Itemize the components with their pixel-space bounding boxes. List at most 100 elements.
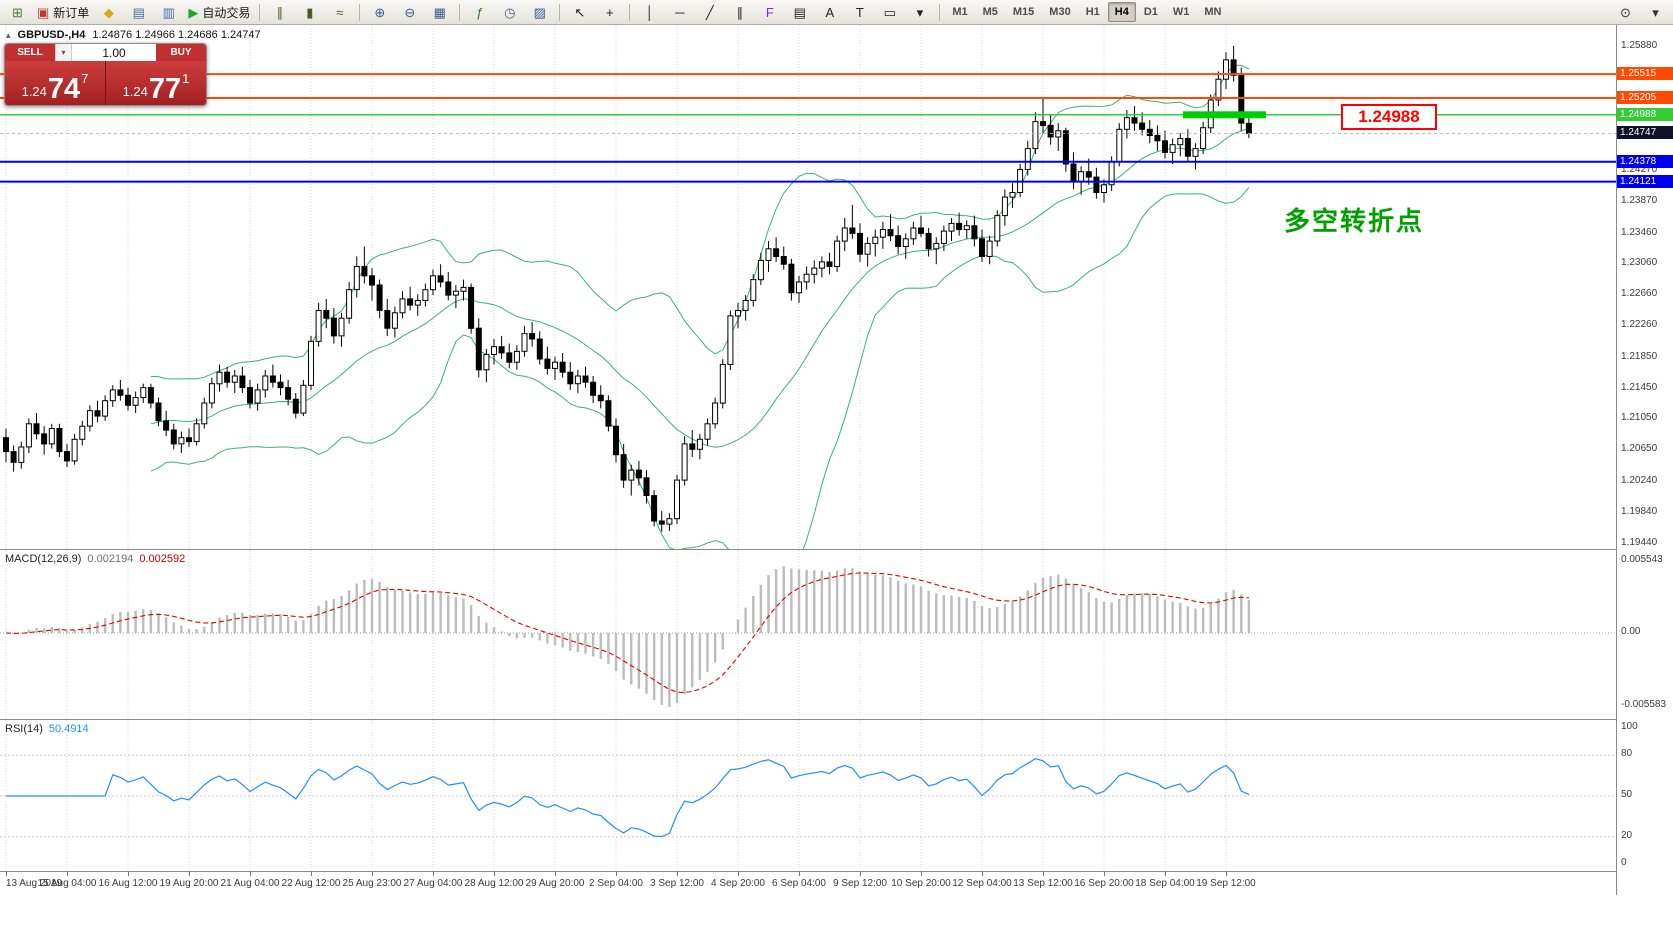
vertical-line-icon: │ — [645, 4, 654, 20]
time-tick — [6, 872, 7, 876]
timeframe-h4-button[interactable]: H4 — [1107, 2, 1136, 22]
volume-dropdown-button[interactable]: ▾ — [55, 44, 72, 61]
rsi-pane[interactable]: RSI(14) 50.4914 — [0, 719, 1616, 871]
layout-dropdown-button[interactable]: ▾ — [1641, 1, 1670, 24]
text-label-button[interactable]: T — [845, 1, 874, 24]
toolbar-separator — [939, 3, 941, 21]
timeframe-d1-button[interactable]: D1 — [1143, 6, 1158, 18]
price-tick: 1.19440 — [1621, 536, 1658, 548]
fibonacci-button[interactable]: F — [755, 1, 784, 24]
toolbar-separator — [629, 3, 631, 21]
line-chart-mode-icon: ≈ — [336, 4, 344, 20]
macd-pane[interactable]: MACD(12,26,9) 0.002194 0.002592 — [0, 549, 1616, 719]
indicators-button[interactable]: ƒ — [465, 1, 494, 24]
rsi-axis-tick: 100 — [1621, 721, 1638, 732]
favorites-button[interactable]: ◆ — [94, 1, 123, 24]
price-callout-label[interactable]: 1.24988 — [1341, 104, 1437, 130]
rsi-axis-tick: 50 — [1621, 789, 1633, 800]
price-axis[interactable]: 1.25880 1.24270 1.23870 1.23460 1.23060 1.226… — [1616, 25, 1673, 895]
text-label-icon: T — [855, 4, 864, 20]
templates-button[interactable]: ▨ — [525, 1, 554, 24]
time-tick — [677, 872, 678, 876]
time-label: 19 Aug 20:00 — [159, 878, 219, 889]
candlestick-mode-button[interactable]: ▮ — [295, 1, 324, 24]
buy-button[interactable]: 1.24 77 1 — [106, 61, 206, 105]
ohlc-values: 1.24876 1.24966 1.24686 1.24747 — [92, 29, 261, 41]
timeframe-m30-button[interactable]: M30 — [1049, 6, 1071, 18]
time-label: 16 Aug 12:00 — [98, 878, 158, 889]
tile-windows-icon: ▦ — [433, 4, 446, 20]
channel-icon: ∥ — [736, 4, 744, 20]
price-tick: 1.20240 — [1621, 474, 1658, 486]
new-chart-button[interactable]: ⊞ — [3, 1, 32, 24]
time-tick — [189, 872, 190, 876]
candlestick-mode-icon: ▮ — [306, 4, 314, 20]
autotrading-button[interactable]: ▶ 自动交易 — [184, 1, 254, 24]
main-chart-pane[interactable]: ▴ GBPUSD-,H4 1.24876 1.24966 1.24686 1.2… — [0, 25, 1616, 549]
text-button[interactable]: A — [815, 1, 844, 24]
search-button[interactable]: ⊙ — [1611, 1, 1640, 24]
level-price-badge: 1.24121 — [1617, 174, 1673, 188]
timeframe-m15-button[interactable]: M15 — [1012, 6, 1035, 18]
time-axis[interactable]: 13 Aug 2019 15 Aug 04:00 16 Aug 12:00 19 Au… — [0, 871, 1616, 895]
time-label: 3 Sep 12:00 — [650, 878, 704, 889]
level-price-badge: 1.25515 — [1617, 67, 1673, 81]
timeframe-h1-button[interactable]: H1 — [1085, 6, 1100, 18]
macd-signal-value: 0.002592 — [139, 553, 186, 565]
timeframe-w1-button[interactable]: W1 — [1172, 6, 1190, 18]
time-tick — [1104, 872, 1105, 876]
candlestick-chart-canvas — [0, 25, 1616, 549]
data-window-button[interactable]: ▥ — [154, 1, 183, 24]
time-tick — [494, 872, 495, 876]
time-label: 10 Sep 20:00 — [891, 878, 951, 889]
timeframe-m1-button[interactable]: M1 — [952, 6, 968, 18]
arrows-dropdown-button[interactable]: ▾ — [905, 1, 934, 24]
macd-main-value: 0.002194 — [87, 553, 134, 565]
timeframe-m5-button[interactable]: M5 — [982, 6, 998, 18]
crosshair-button[interactable]: + — [595, 1, 624, 24]
arrows-dropdown-icon: ▾ — [916, 4, 924, 20]
grid-icon: ▤ — [793, 4, 806, 20]
trendline-button[interactable]: ╱ — [695, 1, 724, 24]
time-tick — [433, 872, 434, 876]
one-click-toggle-icon[interactable]: ▴ — [6, 29, 11, 40]
buy-price-sup: 1 — [182, 71, 190, 86]
time-label: 16 Sep 20:00 — [1074, 878, 1134, 889]
market-watch-button[interactable]: ▤ — [124, 1, 153, 24]
price-tick: 1.19840 — [1621, 505, 1658, 517]
time-label: 21 Aug 04:00 — [220, 878, 280, 889]
new-order-button[interactable]: ▣ 新订单 — [33, 1, 93, 24]
time-label: 13 Aug 2019 — [5, 878, 63, 889]
grid-button[interactable]: ▤ — [785, 1, 814, 24]
macd-chart-canvas — [0, 550, 1616, 719]
market-watch-icon: ▤ — [132, 4, 145, 20]
vertical-line-button[interactable]: │ — [635, 1, 664, 24]
timeframe-mn-button[interactable]: MN — [1204, 6, 1222, 18]
shapes-button[interactable]: ▭ — [875, 1, 904, 24]
bar-chart-mode-button[interactable]: ∥ — [265, 1, 294, 24]
current-price-badge: 1.24747 — [1617, 126, 1673, 140]
macd-title: MACD(12,26,9) — [5, 553, 82, 565]
cursor-button[interactable]: ↖ — [565, 1, 594, 24]
time-label: 25 Aug 23:00 — [342, 878, 402, 889]
chevron-down-icon: ▾ — [61, 48, 66, 57]
tile-windows-button[interactable]: ▦ — [425, 1, 454, 24]
rsi-chart-canvas — [0, 720, 1616, 871]
time-label: 27 Aug 04:00 — [403, 878, 463, 889]
rsi-value: 50.4914 — [48, 723, 89, 735]
zoom-in-button[interactable]: ⊕ — [365, 1, 394, 24]
volume-input[interactable]: 1.00 — [72, 44, 156, 61]
price-tick: 1.21450 — [1621, 381, 1658, 393]
time-tick — [1226, 872, 1227, 876]
horizontal-line-button[interactable]: ─ — [665, 1, 694, 24]
zoom-out-button[interactable]: ⊖ — [395, 1, 424, 24]
time-tick — [128, 872, 129, 876]
line-chart-mode-button[interactable]: ≈ — [325, 1, 354, 24]
level-price-badge: 1.24988 — [1617, 107, 1673, 121]
sell-button[interactable]: 1.24 74 7 — [5, 61, 106, 105]
period-button[interactable]: ◷ — [495, 1, 524, 24]
time-label: 12 Sep 04:00 — [952, 878, 1012, 889]
price-tick: 1.23460 — [1621, 226, 1658, 238]
channel-button[interactable]: ∥ — [725, 1, 754, 24]
search-icon: ⊙ — [1620, 4, 1631, 20]
